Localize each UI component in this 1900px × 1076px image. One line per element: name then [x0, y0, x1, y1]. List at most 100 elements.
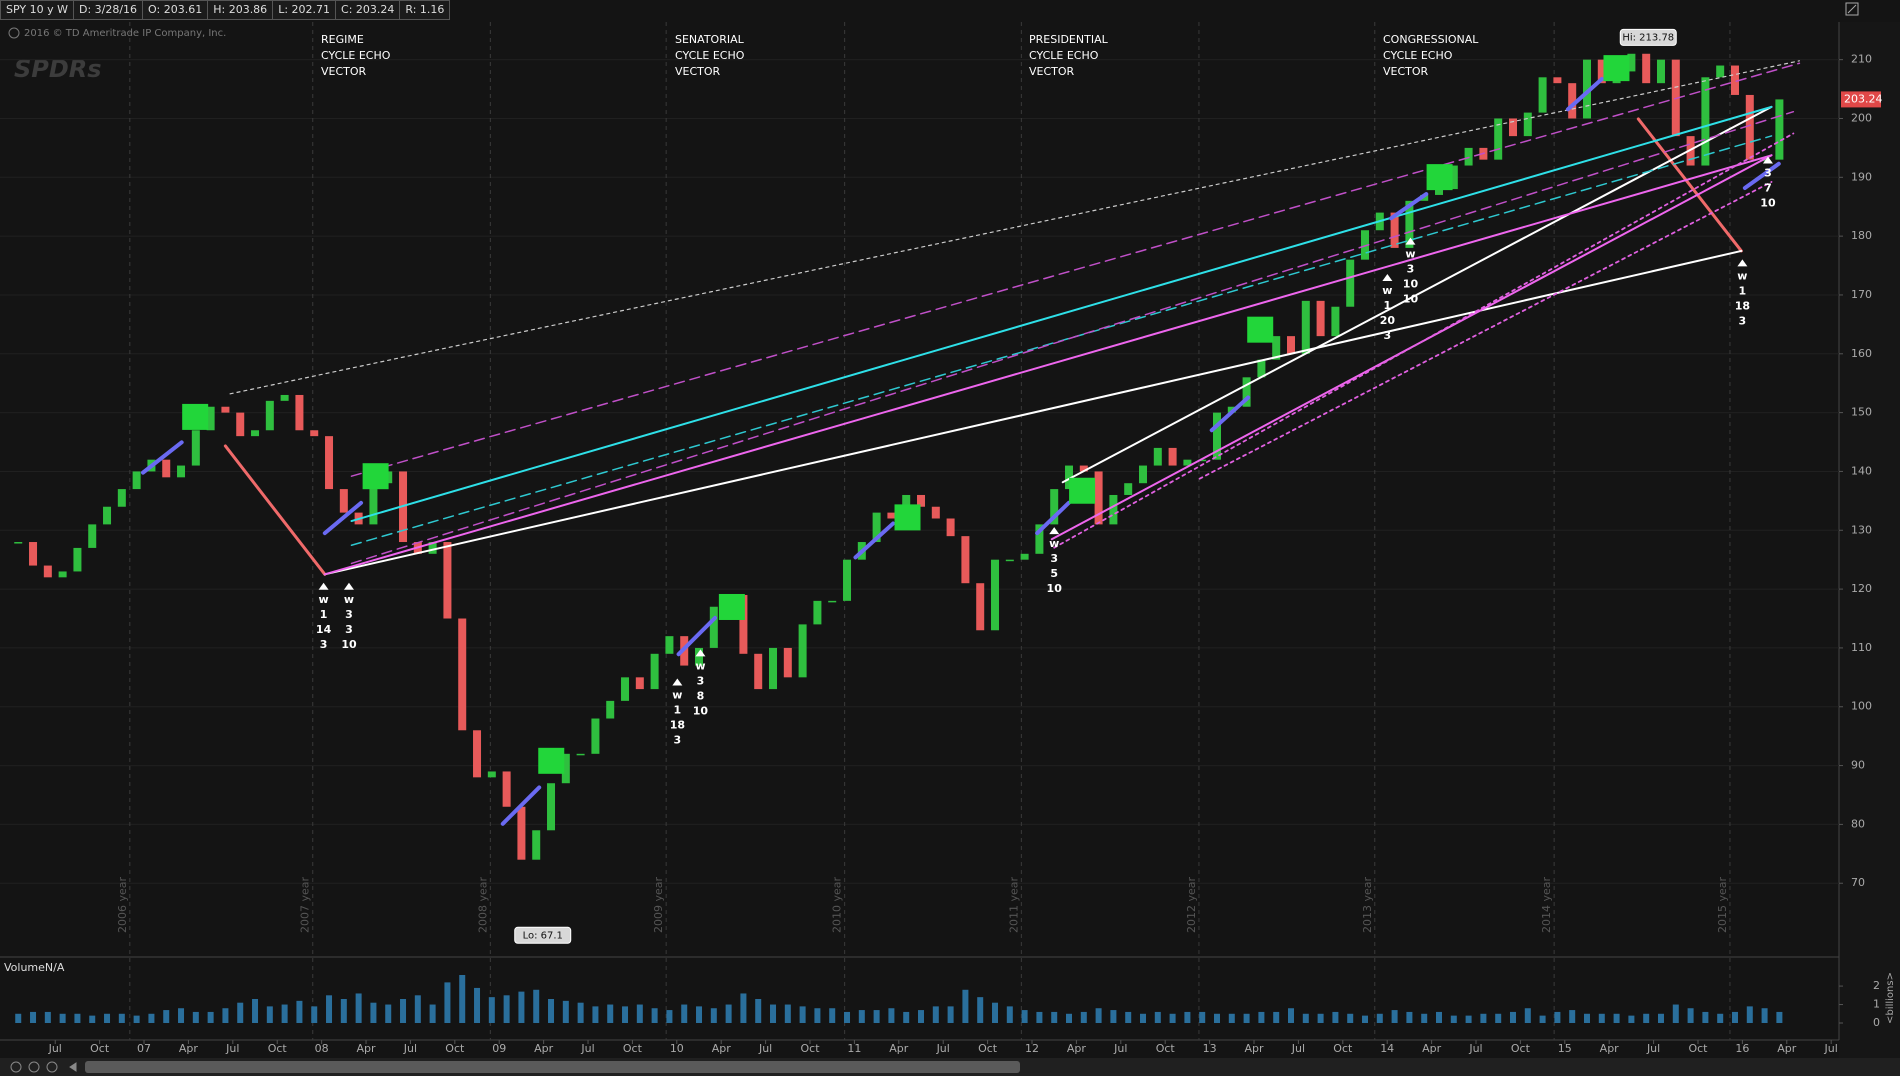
- trend-line: [676, 615, 717, 657]
- trend-line: [140, 440, 184, 475]
- symbol[interactable]: SPY 10 y W: [0, 0, 74, 20]
- candle: [369, 483, 378, 525]
- vector-label: 18: [670, 718, 685, 731]
- vector-label: 3: [1764, 167, 1772, 180]
- year-marker-label: 2009 year: [652, 877, 665, 934]
- vector-label: 10: [693, 704, 709, 717]
- cycle-marker: [362, 463, 389, 490]
- candle: [1360, 230, 1369, 260]
- header-field: H: 203.86: [207, 0, 274, 20]
- candle: [561, 753, 570, 784]
- x-tick-label: Oct: [268, 1042, 288, 1055]
- vector-label: w: [695, 659, 705, 672]
- trend-line: [1198, 181, 1773, 480]
- volume-bar: [1687, 1008, 1694, 1023]
- y-tick-label: 110: [1851, 641, 1872, 654]
- candle: [1701, 77, 1710, 166]
- trend-line: [323, 154, 1773, 576]
- volume-bar: [1376, 1013, 1383, 1023]
- volume-bar: [1095, 1008, 1102, 1023]
- candle: [177, 465, 186, 478]
- volume-bar: [932, 1006, 939, 1023]
- x-tick-label: Oct: [445, 1042, 465, 1055]
- cycle-label: CONGRESSIONAL: [1383, 33, 1479, 46]
- volume-bar: [607, 1004, 614, 1023]
- lo-box: [514, 926, 572, 944]
- volume-bar: [178, 1008, 185, 1023]
- candle: [73, 547, 82, 572]
- x-tick-label: Oct: [1688, 1042, 1708, 1055]
- x-tick-label: 09: [492, 1042, 506, 1055]
- x-tick-label: Apr: [1422, 1042, 1442, 1055]
- cycle-label: VECTOR: [321, 65, 367, 78]
- x-tick-label: Oct: [1511, 1042, 1531, 1055]
- volume-bar: [15, 1013, 22, 1023]
- volume-bar: [548, 999, 555, 1023]
- vector-label: 3: [345, 608, 353, 621]
- volume-bar: [1287, 1008, 1294, 1023]
- vector-arrow: [343, 582, 354, 590]
- candle: [325, 436, 334, 490]
- trend-line: [350, 110, 1795, 565]
- vector-label: w: [1737, 269, 1747, 282]
- volume-bar: [1672, 1004, 1679, 1023]
- candle: [1065, 465, 1074, 490]
- candle: [517, 806, 526, 860]
- header-field: R: 1.16: [399, 0, 451, 20]
- header-field: O: 203.61: [142, 0, 209, 20]
- trend-line: [223, 444, 327, 576]
- year-marker-label: 2014 year: [1540, 877, 1553, 934]
- volume-bar: [355, 993, 362, 1023]
- vector-label: 3: [1739, 314, 1747, 327]
- volume-bar: [281, 1004, 288, 1023]
- vector-label: 3: [1407, 263, 1415, 276]
- x-tick-label: 11: [847, 1042, 861, 1055]
- candle: [1523, 112, 1532, 137]
- window-icon[interactable]: [1845, 2, 1859, 16]
- x-tick-label: 15: [1558, 1042, 1572, 1055]
- volume-tick-label: 2: [1873, 979, 1880, 992]
- volume-bar: [1554, 1011, 1561, 1023]
- scrollbar-thumb[interactable]: [85, 1061, 1020, 1073]
- y-tick-label: 190: [1851, 170, 1872, 183]
- candle: [103, 506, 112, 525]
- candle: [221, 406, 230, 413]
- vector-label: 3: [1384, 329, 1392, 342]
- volume-bar: [414, 995, 421, 1023]
- candle: [1286, 336, 1295, 354]
- candle: [1508, 118, 1517, 137]
- copyright: 2016 © TD Ameritrade IP Company, Inc.: [24, 28, 226, 39]
- volume-bar: [89, 1015, 96, 1023]
- cycle-label: VECTOR: [675, 65, 721, 78]
- candle: [872, 512, 881, 543]
- x-tick-label: 10: [670, 1042, 684, 1055]
- volume-bar: [207, 1011, 214, 1023]
- candle: [1050, 489, 1059, 525]
- volume-bar: [459, 975, 466, 1023]
- trend-line: [1389, 192, 1429, 221]
- zoom-controls[interactable]: [10, 1061, 77, 1073]
- candle: [1094, 471, 1103, 525]
- trend-line: [1061, 105, 1773, 484]
- vector-label: 7: [1764, 182, 1772, 195]
- x-tick-label: Oct: [1333, 1042, 1353, 1055]
- volume-bar: [1731, 1011, 1738, 1023]
- trend-line: [350, 62, 1801, 477]
- volume-bar: [710, 1008, 717, 1023]
- candle: [1153, 447, 1162, 466]
- volume-bar: [740, 993, 747, 1023]
- candle: [739, 594, 748, 654]
- candle: [1597, 59, 1606, 84]
- volume-bar: [681, 1004, 688, 1023]
- vector-label: 1: [320, 608, 328, 621]
- vector-label: 1: [674, 703, 682, 716]
- cycle-label: SENATORIAL: [675, 33, 745, 46]
- candle: [473, 730, 482, 778]
- candle: [295, 394, 304, 431]
- trend-line: [500, 785, 542, 826]
- cycle-marker: [894, 504, 921, 531]
- hi-label: Hi: 213.78: [1622, 32, 1674, 43]
- candle: [1331, 306, 1340, 337]
- volume-bar: [992, 1002, 999, 1023]
- volume-bar: [311, 1006, 318, 1023]
